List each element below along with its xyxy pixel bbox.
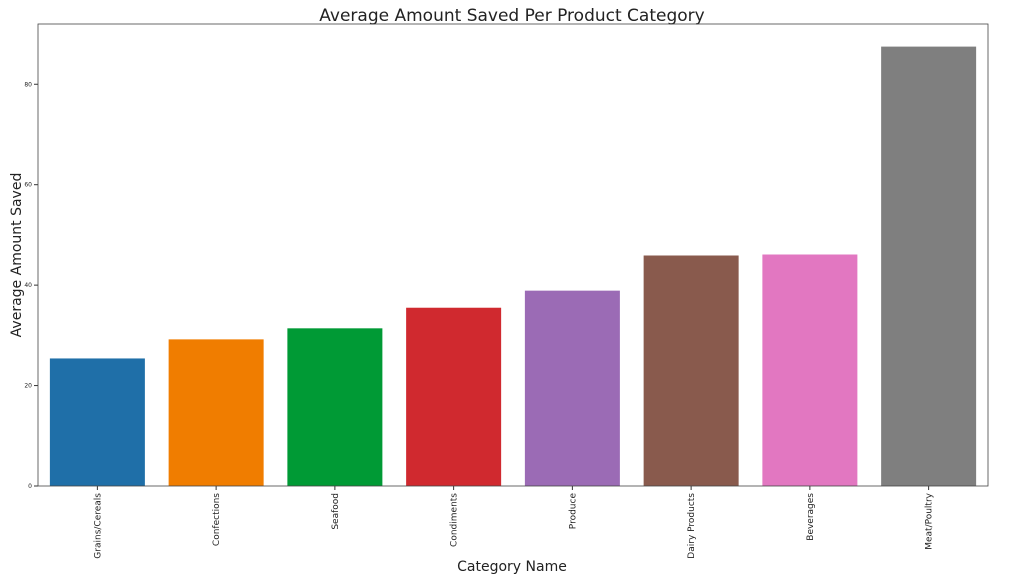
x-tick-label-4: Produce [568, 493, 578, 530]
y-tick-label-1: 20 [24, 383, 32, 390]
bar-1 [168, 339, 264, 486]
x-tick-label-5: Dairy Products [687, 493, 697, 559]
x-tick-label-0: Grains/Cereals [93, 493, 103, 559]
y-tick-label-4: 80 [24, 81, 32, 88]
bar-0 [49, 358, 145, 486]
chart-title: Average Amount Saved Per Product Categor… [319, 6, 704, 26]
x-tick-label-2: Seafood [331, 493, 341, 530]
bar-7 [881, 46, 977, 486]
bar-6 [762, 254, 858, 486]
y-tick-label-3: 60 [24, 182, 32, 189]
y-axis-label: Average Amount Saved [9, 173, 25, 338]
x-tick-label-3: Condiments [450, 493, 460, 547]
x-axis-label: Category Name [457, 559, 567, 575]
x-tick-label-7: Meat/Poultry [925, 492, 935, 549]
bar-3 [406, 307, 502, 486]
y-tick-label-0: 0 [28, 483, 32, 490]
bar-4 [524, 290, 620, 486]
plot-area: Grains/Cereals Confections Seafood Condimen… [24, 23, 989, 559]
bar-5 [643, 255, 739, 486]
plot-frame [37, 23, 989, 487]
y-tick-label-2: 40 [24, 282, 32, 289]
x-tick-label-6: Beverages [806, 493, 816, 541]
bar-2 [287, 328, 383, 486]
x-tick-label-1: Confections [212, 493, 222, 546]
